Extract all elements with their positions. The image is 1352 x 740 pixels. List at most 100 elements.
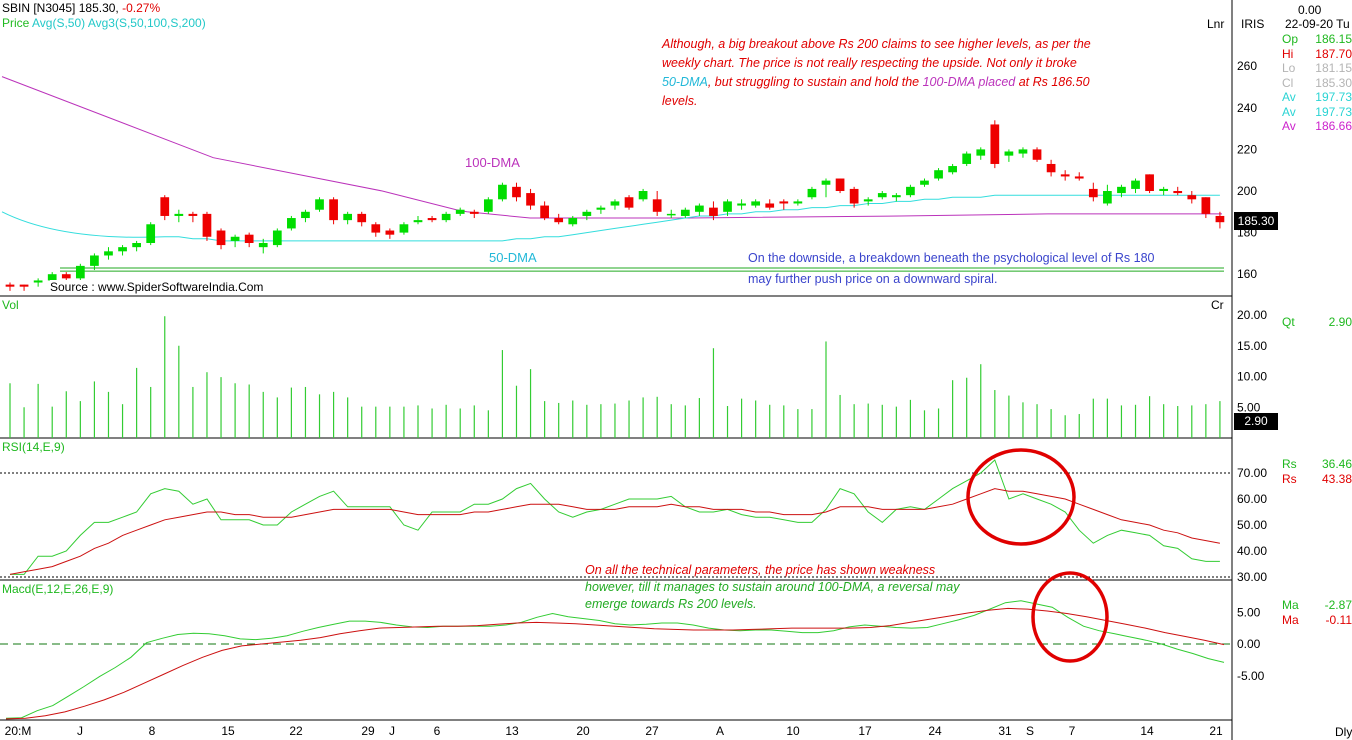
candle-body <box>371 224 381 233</box>
candle-body <box>301 211 310 219</box>
x-axis-tick: 7 <box>1069 724 1076 738</box>
annotation-top: Although, a big breakout above Rs 200 cl… <box>662 35 1142 111</box>
candle-body <box>793 201 803 204</box>
annotation-downside-line: may further push price on a downward spi… <box>748 272 998 286</box>
readout-row: Cl 185.30 <box>1282 76 1352 91</box>
candle-body <box>863 199 873 202</box>
readout-label: Hi <box>1282 46 1294 61</box>
annotation-technical: On all the technical parameters, the pri… <box>585 562 959 613</box>
readout-label: Av <box>1282 104 1296 119</box>
readout-row: Av 197.73 <box>1282 105 1352 120</box>
info-date: 22-09-20 Tu <box>1285 17 1350 31</box>
annotation-50dma-text: 50-DMA <box>662 75 708 89</box>
candle-body <box>1074 176 1084 179</box>
annotation-top-line: weekly chart. The price is not really re… <box>662 56 1077 70</box>
x-axis-tick: 8 <box>149 724 156 738</box>
brand-label: IRIS <box>1241 17 1265 31</box>
candle-body <box>680 209 690 216</box>
candle-body <box>1145 174 1154 191</box>
candle-body <box>512 186 521 198</box>
candle-body <box>202 213 212 237</box>
info-top-value: 0.00 <box>1298 3 1322 17</box>
rsi-readout: Rs 36.46 Rs 43.38 <box>1282 457 1352 486</box>
annotation-downside: On the downside, a breakdown beneath the… <box>748 248 1155 290</box>
change-percent: -0.27% <box>122 1 161 15</box>
candle-body <box>399 224 409 233</box>
rsi-signal-line <box>9 488 1220 575</box>
candle-body <box>441 213 451 221</box>
candle-body <box>132 243 141 248</box>
x-axis-tick: 14 <box>1140 724 1154 738</box>
candle-body <box>1215 215 1225 223</box>
candle-body <box>455 209 465 214</box>
candle-body <box>1004 151 1014 156</box>
candle-body <box>976 149 986 156</box>
qt-label: Qt <box>1282 315 1295 329</box>
readout-label: Ma <box>1282 598 1299 612</box>
candle-body <box>329 199 338 221</box>
volume-axis-tick: 5.00 <box>1237 400 1261 414</box>
candle-body <box>582 211 592 216</box>
candle-body <box>934 170 943 179</box>
readout-value: 36.46 <box>1321 457 1352 471</box>
candle-body <box>1103 191 1112 204</box>
macd-panel-label: Macd(E,12,E,26,E,9) <box>2 582 114 596</box>
candle-body <box>287 218 296 229</box>
readout-label: Lo <box>1282 61 1296 75</box>
candle-body <box>1046 163 1056 173</box>
candle-body <box>990 124 1000 164</box>
annotation-100dma-text: 100-DMA placed <box>922 75 1016 89</box>
candle-body <box>709 207 718 216</box>
candle-body <box>1117 186 1126 194</box>
candle-body <box>244 234 254 243</box>
x-axis-tick: 24 <box>928 724 942 738</box>
annotation-technical-green: emerge towards Rs 200 levels. <box>585 597 757 611</box>
candle-body <box>526 193 535 206</box>
interval-label[interactable]: Dly <box>1335 725 1352 739</box>
candle-body <box>610 201 620 206</box>
readout-value: 197.73 <box>1315 104 1352 119</box>
x-axis-tick: 20:M <box>5 724 32 738</box>
macd-signal-line <box>5 607 1225 720</box>
header-row: SBIN [N3045] 185.30, -0.27% <box>2 1 160 15</box>
candle-body <box>104 251 113 256</box>
candle-body <box>1187 195 1197 200</box>
candle-body <box>230 236 240 241</box>
candle-body <box>146 224 156 243</box>
readout-label: Ma <box>1282 612 1299 627</box>
candle-body <box>160 197 170 216</box>
macd-line <box>5 600 1225 719</box>
candle-body <box>1018 149 1028 154</box>
vol-unit-label: Cr <box>1211 298 1224 312</box>
candle-body <box>1060 174 1070 177</box>
annotation-top-line: levels. <box>662 94 698 108</box>
dma100-label: 100-DMA <box>465 155 520 170</box>
readout-value: 43.38 <box>1321 471 1352 486</box>
candle-body <box>315 199 324 210</box>
candle-body <box>75 265 85 279</box>
readout-row: Ma -2.87 <box>1282 598 1352 613</box>
scale-mode[interactable]: Lnr <box>1207 17 1225 31</box>
candle-body <box>906 186 915 196</box>
candle-body <box>652 199 662 212</box>
candle-body <box>891 195 901 198</box>
price-axis-tick: 260 <box>1237 59 1257 73</box>
legend-avg: Avg(S,50) <box>32 16 86 30</box>
candle-body <box>1201 197 1211 214</box>
readout-value: 187.70 <box>1315 46 1352 61</box>
vol-panel-label: Vol <box>2 298 19 312</box>
candle-body <box>666 213 676 216</box>
macd-axis-tick: -5.00 <box>1237 669 1265 683</box>
dma50-label: 50-DMA <box>489 250 537 265</box>
last-price-tag: 185.30 <box>1234 212 1278 230</box>
candle-body <box>723 201 732 212</box>
candle-body <box>540 205 549 219</box>
readout-label: Cl <box>1282 75 1294 90</box>
candle-body <box>1173 191 1183 194</box>
rsi-axis-tick: 30.00 <box>1237 570 1267 584</box>
x-axis-tick: 22 <box>289 724 303 738</box>
rsi-axis-tick: 70.00 <box>1237 466 1267 480</box>
candle-body <box>216 230 226 246</box>
candle-body <box>849 188 859 204</box>
